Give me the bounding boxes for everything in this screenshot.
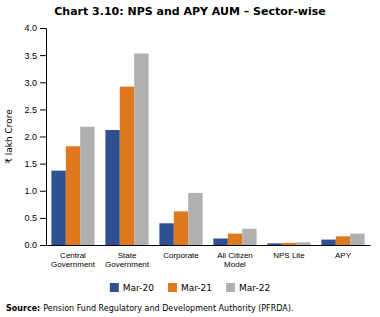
bar (174, 211, 188, 245)
bar (267, 243, 281, 245)
chart: Chart 3.10: NPS and APY AUM – Sector-wis… (0, 0, 380, 317)
y-tick-mark (40, 191, 46, 192)
y-tick: 1.0 (24, 186, 46, 196)
bar (159, 223, 173, 245)
x-tick-label: Corporate (163, 251, 199, 260)
legend: Mar-20 Mar-21 Mar-22 (110, 283, 270, 293)
y-tick: 1.5 (24, 159, 46, 169)
plot: 0.0 0.5 1.0 1.5 2.0 2.5 3.0 3.5 4.0 CentralGovern… (24, 23, 370, 269)
bar (242, 229, 256, 245)
bar (228, 234, 242, 245)
y-tick-mark (40, 55, 46, 56)
legend-swatch (168, 283, 177, 292)
annotation: Source: (6, 304, 40, 313)
bars (51, 53, 364, 245)
bar-series (66, 87, 350, 245)
y-tick-label: 2.0 (24, 132, 37, 142)
y-tick-mark (40, 28, 46, 29)
y-tick: 4.0 (24, 23, 46, 33)
y-tick-mark (40, 218, 46, 219)
x-tick: StateGovernment (105, 251, 150, 269)
legend-item: Mar-22 (226, 283, 270, 293)
y-axis-title: ₹ lakh Crore (4, 109, 14, 164)
bar (51, 171, 65, 245)
bar-series (80, 53, 364, 245)
y-tick-label: 1.5 (24, 159, 37, 169)
x-tick-label: StateGovernment (105, 251, 150, 269)
x-axis-line (47, 245, 371, 246)
y-tick-label: 3.5 (24, 51, 37, 61)
y-tick-label: 4.0 (24, 23, 37, 33)
bar (120, 87, 134, 245)
y-tick-label: 3.0 (24, 78, 37, 88)
bar (350, 234, 364, 245)
legend-label: Mar-22 (239, 283, 270, 293)
legend-item: Mar-20 (110, 283, 154, 293)
y-tick: 0.5 (24, 213, 46, 223)
legend-item: Mar-21 (168, 283, 212, 293)
y-tick-label: 0.0 (24, 240, 37, 250)
y-tick: 2.0 (24, 132, 46, 142)
bar (336, 236, 350, 245)
x-tick: CentralGovernment (51, 251, 96, 269)
x-tick-label: APY (335, 251, 352, 260)
source: Source:Pension Fund Regulatory and Devel… (6, 304, 293, 313)
y-axis: 0.0 0.5 1.0 1.5 2.0 2.5 3.0 3.5 4.0 (24, 23, 46, 250)
x-tick: APY (335, 251, 352, 260)
bar (134, 53, 148, 245)
bar (66, 146, 80, 245)
x-tick: All CitizenModel (217, 251, 253, 269)
legend-label: Mar-21 (181, 283, 212, 293)
bar (188, 193, 202, 245)
legend-label: Mar-20 (123, 283, 154, 293)
y-tick-mark (40, 245, 46, 246)
y-tick-mark (40, 109, 46, 110)
legend-swatch (226, 283, 235, 292)
y-tick-label: 1.0 (24, 186, 37, 196)
x-tick-label: CentralGovernment (51, 251, 96, 269)
y-tick: 3.0 (24, 78, 46, 88)
y-tick-mark (40, 164, 46, 165)
x-tick-label: All CitizenModel (217, 251, 253, 269)
y-tick-mark (40, 137, 46, 138)
bar (213, 238, 227, 245)
y-tick: 3.5 (24, 51, 46, 61)
x-axis: CentralGovernment StateGovernment Corporat… (47, 246, 371, 270)
x-tick-label: NPS Lite (273, 251, 305, 260)
y-tick-label: 2.5 (24, 105, 37, 115)
y-axis-line (40, 29, 47, 246)
bar (105, 130, 119, 245)
legend-swatch (110, 283, 119, 292)
y-tick-mark (40, 82, 46, 83)
x-tick: Corporate (163, 251, 199, 260)
bar (80, 127, 94, 245)
y-tick-label: 0.5 (24, 213, 37, 223)
annotation: Pension Fund Regulatory and Development … (43, 304, 293, 313)
bar (296, 242, 310, 245)
y-tick: 0.0 (24, 240, 46, 250)
bar (321, 240, 335, 245)
title: Chart 3.10: NPS and APY AUM – Sector-wis… (54, 5, 325, 18)
x-tick: NPS Lite (273, 251, 305, 260)
bar (282, 243, 296, 245)
y-tick: 2.5 (24, 105, 46, 115)
